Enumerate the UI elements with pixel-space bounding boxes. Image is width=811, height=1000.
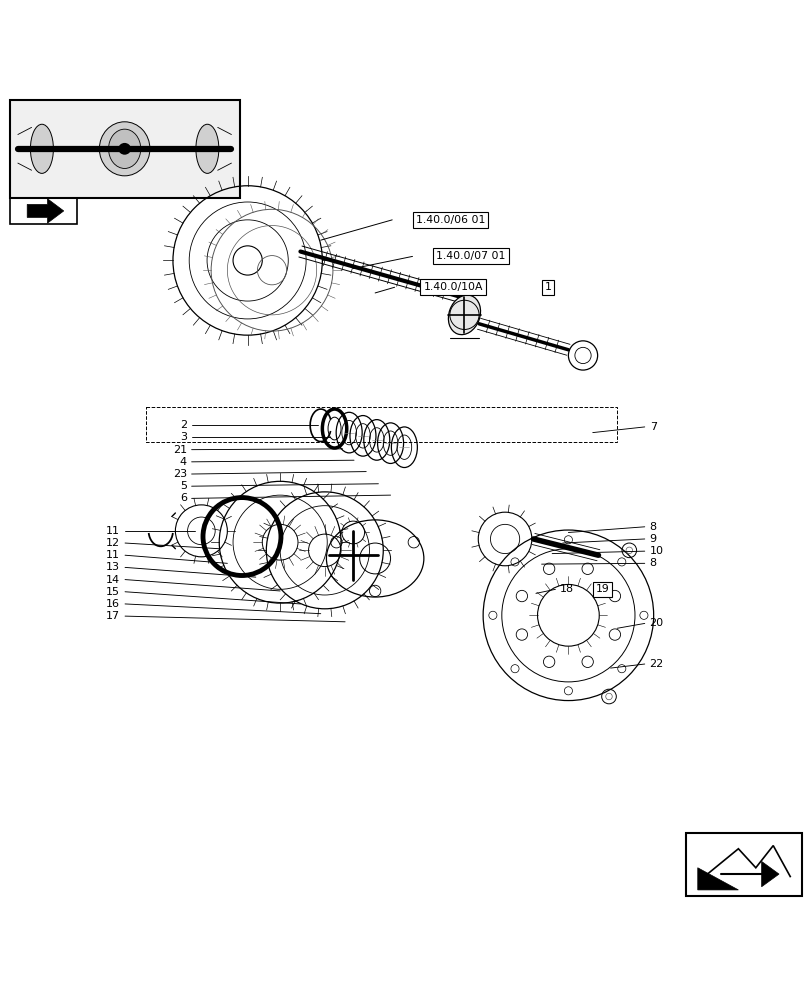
Polygon shape [697,868,737,890]
Polygon shape [761,861,778,887]
Text: 11: 11 [106,550,120,560]
Text: 17: 17 [106,611,120,621]
Text: 20: 20 [649,618,663,628]
Text: 11: 11 [106,526,120,536]
Ellipse shape [118,143,131,155]
Ellipse shape [448,295,480,335]
Ellipse shape [99,122,150,176]
Text: 14: 14 [106,575,120,585]
Text: 4: 4 [179,457,187,467]
Text: 2: 2 [179,420,187,430]
Text: 13: 13 [106,562,120,572]
Text: 1.40.0/07 01: 1.40.0/07 01 [436,251,505,261]
Text: 21: 21 [173,445,187,455]
Text: 1: 1 [544,282,551,292]
Text: 15: 15 [106,587,120,597]
Text: 10: 10 [649,546,663,556]
Text: 22: 22 [649,659,663,669]
Text: 7: 7 [649,422,656,432]
Text: 9: 9 [649,534,656,544]
Text: 6: 6 [179,493,187,503]
Ellipse shape [109,129,140,168]
Text: 5: 5 [179,481,187,491]
Ellipse shape [30,124,54,173]
Text: 23: 23 [173,469,187,479]
Text: 16: 16 [106,599,120,609]
Text: 8: 8 [649,558,656,568]
Text: 3: 3 [179,432,187,442]
Ellipse shape [195,124,219,173]
Text: 8: 8 [649,522,656,532]
Text: 19: 19 [595,584,608,594]
Text: 1.40.0/06 01: 1.40.0/06 01 [415,215,485,225]
Text: 1.40.0/10A: 1.40.0/10A [423,282,483,292]
Polygon shape [10,100,239,198]
Text: 12: 12 [106,538,120,548]
Polygon shape [28,199,63,223]
Text: 18: 18 [560,584,573,594]
